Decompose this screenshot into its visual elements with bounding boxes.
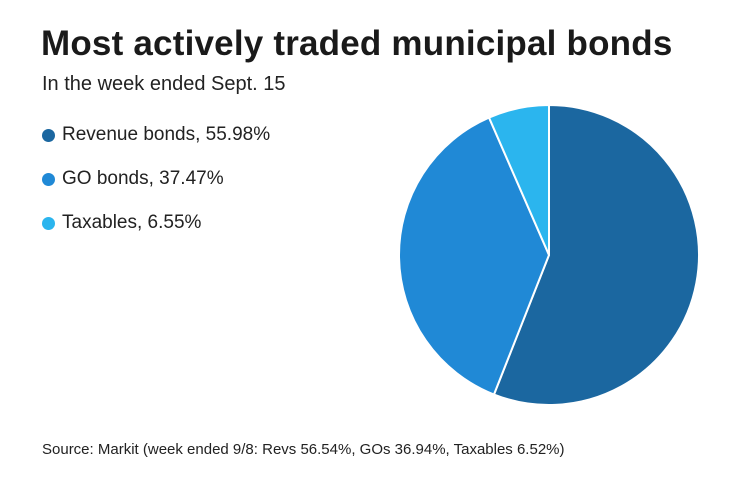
pie-chart — [398, 104, 700, 406]
legend-item-taxables: Taxables, 6.55% — [42, 210, 270, 236]
legend-swatch-go-bonds — [42, 172, 55, 186]
source-note: Source: Markit (week ended 9/8: Revs 56.… — [42, 441, 565, 458]
legend-swatch-taxables — [42, 216, 55, 230]
pie-slice-revenue-bonds — [492, 104, 700, 406]
legend-item-go-bonds: GO bonds, 37.47% — [42, 166, 270, 192]
pie-slice-taxables — [487, 104, 550, 256]
legend-label-taxables: Taxables, 6.55% — [62, 212, 202, 233]
legend-item-revenue-bonds: Revenue bonds, 55.98% — [42, 122, 270, 148]
legend-label-revenue-bonds: Revenue bonds, 55.98% — [62, 124, 271, 145]
legend-swatch-revenue-bonds — [42, 128, 55, 142]
legend: Revenue bonds, 55.98% GO bonds, 37.47% T… — [42, 122, 270, 254]
legend-label-go-bonds: GO bonds, 37.47% — [62, 168, 224, 189]
chart-title: Most actively traded municipal bonds — [41, 24, 673, 63]
pie-slice-go-bonds — [398, 116, 550, 396]
chart-subtitle: In the week ended Sept. 15 — [42, 73, 286, 95]
